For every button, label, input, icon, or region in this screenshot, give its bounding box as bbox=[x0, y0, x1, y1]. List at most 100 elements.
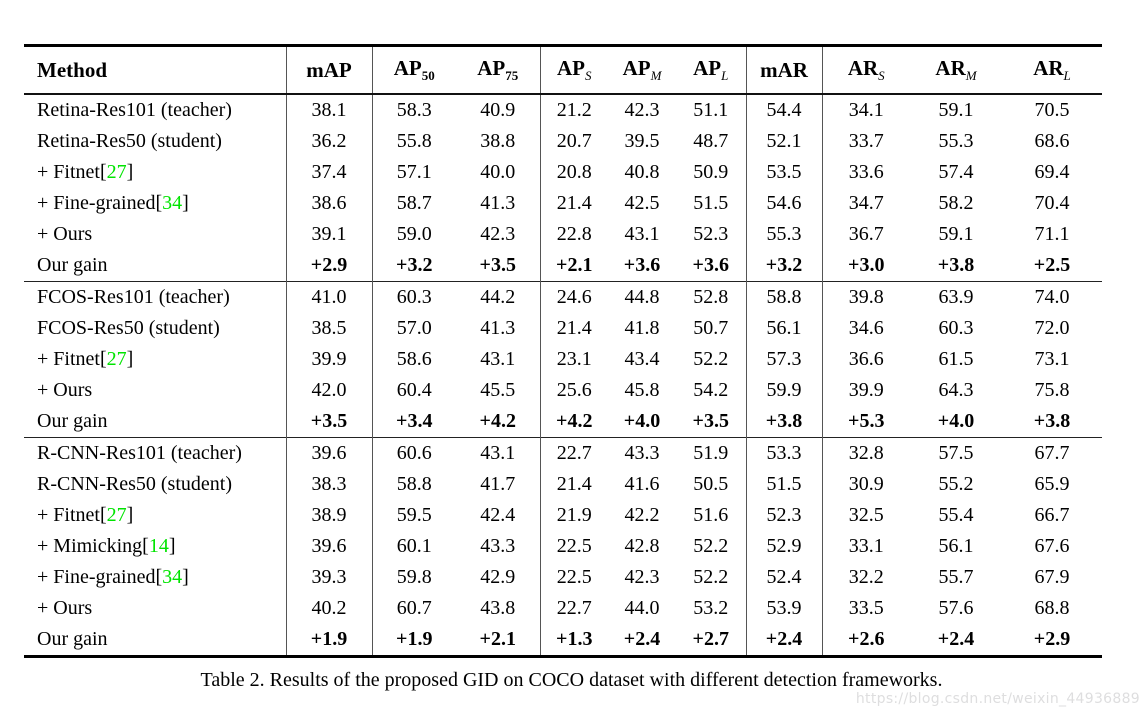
method-label: Retina-Res101 (teacher) bbox=[37, 99, 232, 121]
column-header-label: AR bbox=[1033, 55, 1064, 80]
value-cell: 39.8 bbox=[822, 281, 910, 313]
value-cell: 58.2 bbox=[938, 192, 974, 214]
citation-link[interactable]: 27 bbox=[106, 348, 127, 370]
value-cell: +3.8 bbox=[1033, 410, 1071, 432]
value-cell: 39.9 bbox=[848, 379, 884, 401]
method-cell: Retina-Res101 (teacher) bbox=[24, 94, 287, 126]
column-header-apl: APL bbox=[676, 45, 747, 95]
table-row: Our gain +3.5 +3.4 +4.2 +4.2 +4.0 +3.5 +3.8 +5.3… bbox=[24, 406, 1102, 438]
citation-bracket: ] bbox=[182, 566, 189, 588]
value-cell: 59.1 bbox=[938, 223, 974, 245]
column-header-label: AP bbox=[393, 55, 422, 80]
citation-link[interactable]: 14 bbox=[148, 535, 169, 557]
value-cell: 42.2 bbox=[624, 504, 660, 526]
value-cell: 38.5 bbox=[286, 313, 373, 344]
column-header-label: AP bbox=[477, 55, 506, 80]
value-cell: 75.8 bbox=[1034, 379, 1070, 401]
value-cell: 56.1 bbox=[746, 313, 823, 344]
value-cell: +3.2 bbox=[396, 254, 433, 276]
value-cell: 39.6 bbox=[286, 531, 373, 562]
value-cell: 66.7 bbox=[1034, 504, 1070, 526]
group-retina: Retina-Res101 (teacher) 38.1 58.3 40.9 21.2 4… bbox=[24, 94, 1102, 282]
value-cell: 58.3 bbox=[396, 99, 432, 121]
value-cell: 43.1 bbox=[456, 344, 541, 375]
column-header-apm: APM bbox=[608, 45, 676, 95]
column-header-subscript: 50 bbox=[421, 68, 435, 84]
value-cell: +3.5 bbox=[676, 406, 747, 438]
value-cell: 38.3 bbox=[286, 469, 373, 500]
citation-link[interactable]: 27 bbox=[106, 161, 127, 183]
column-header-ap75: AP75 bbox=[456, 45, 541, 95]
value-cell: 55.3 bbox=[938, 130, 974, 152]
citation-bracket: [ bbox=[99, 504, 107, 526]
citation-bracket: ] bbox=[168, 535, 176, 557]
citation-bracket: ] bbox=[126, 161, 134, 183]
method-label: Our gain bbox=[37, 410, 108, 432]
table-row: + Fine-grained[34] 39.3 59.8 42.9 22.5 42.3 52… bbox=[24, 562, 1102, 593]
value-cell: +1.9 bbox=[286, 624, 373, 657]
citation-link[interactable]: 27 bbox=[106, 504, 127, 526]
value-cell: 33.6 bbox=[848, 161, 884, 183]
value-cell: 67.7 bbox=[1002, 437, 1102, 469]
value-cell: 32.2 bbox=[848, 566, 884, 588]
method-cell: + Ours bbox=[24, 593, 287, 624]
table-caption: Table 2. Results of the proposed GID on … bbox=[200, 669, 943, 691]
column-header-arl: ARL bbox=[1002, 45, 1102, 95]
value-cell: 32.8 bbox=[822, 437, 910, 469]
value-cell: 59.9 bbox=[746, 375, 823, 406]
value-cell: +2.5 bbox=[1033, 254, 1071, 276]
value-cell: 39.9 bbox=[286, 344, 373, 375]
value-cell: 45.8 bbox=[624, 379, 660, 401]
column-header-subscript: S bbox=[585, 68, 592, 84]
method-label: + Fitnet bbox=[37, 504, 100, 526]
value-cell: 40.9 bbox=[456, 94, 541, 126]
value-cell: +4.2 bbox=[456, 406, 541, 438]
value-cell: 34.1 bbox=[848, 99, 884, 121]
value-cell: 43.1 bbox=[624, 223, 660, 245]
column-header-label: mAP bbox=[306, 57, 352, 82]
method-cell: Our gain bbox=[24, 624, 287, 657]
value-cell: 69.4 bbox=[1034, 161, 1070, 183]
value-cell: 59.0 bbox=[396, 223, 432, 245]
value-cell: 33.1 bbox=[848, 535, 884, 557]
column-header-mar: mAR bbox=[746, 45, 823, 95]
citation-bracket: ] bbox=[126, 504, 134, 526]
table-row: + Ours 40.2 60.7 43.8 22.7 44.0 53.2 53.9 33.5 57… bbox=[24, 593, 1102, 624]
value-cell: 43.1 bbox=[456, 437, 541, 469]
citation-link[interactable]: 34 bbox=[162, 566, 183, 588]
method-cell: R-CNN-Res101 (teacher) bbox=[24, 437, 287, 469]
value-cell: 60.1 bbox=[396, 535, 432, 557]
value-cell: +3.2 bbox=[746, 250, 823, 282]
value-cell: 41.8 bbox=[624, 317, 660, 339]
citation-link[interactable]: 34 bbox=[162, 192, 183, 214]
value-cell: 22.5 bbox=[556, 566, 592, 588]
value-cell: 63.9 bbox=[910, 281, 1002, 313]
value-cell: 60.7 bbox=[396, 597, 432, 619]
value-cell: 52.1 bbox=[746, 126, 823, 157]
value-cell: 52.8 bbox=[676, 281, 747, 313]
value-cell: 33.7 bbox=[848, 130, 884, 152]
citation-bracket: ] bbox=[182, 192, 189, 214]
value-cell: 53.9 bbox=[746, 593, 823, 624]
value-cell: 37.4 bbox=[286, 157, 373, 188]
value-cell: 21.9 bbox=[556, 504, 592, 526]
table-row: + Fitnet[27] 37.4 57.1 40.0 20.8 40.8 50.9 53.5… bbox=[24, 157, 1102, 188]
method-label: + Fine-grained bbox=[37, 566, 156, 588]
value-cell: 53.2 bbox=[676, 593, 747, 624]
value-cell: 33.5 bbox=[848, 597, 884, 619]
method-cell: Retina-Res50 (student) bbox=[24, 126, 287, 157]
value-cell: 20.7 bbox=[556, 130, 592, 152]
column-header-subscript: 75 bbox=[505, 68, 519, 84]
table-row: R-CNN-Res50 (student) 38.3 58.8 41.7 21.4 41.… bbox=[24, 469, 1102, 500]
value-cell: 50.9 bbox=[676, 157, 747, 188]
method-label: + Fitnet bbox=[37, 348, 100, 370]
method-cell: + Fine-grained[34] bbox=[24, 562, 287, 593]
value-cell: 21.4 bbox=[556, 317, 592, 339]
value-cell: +2.4 bbox=[623, 628, 661, 650]
value-cell: 56.1 bbox=[938, 535, 974, 557]
value-cell: 32.5 bbox=[848, 504, 884, 526]
value-cell: 57.0 bbox=[396, 317, 432, 339]
value-cell: +3.8 bbox=[746, 406, 823, 438]
table-row: Retina-Res101 (teacher) 38.1 58.3 40.9 21.2 4… bbox=[24, 94, 1102, 126]
citation-bracket: [ bbox=[155, 192, 163, 214]
